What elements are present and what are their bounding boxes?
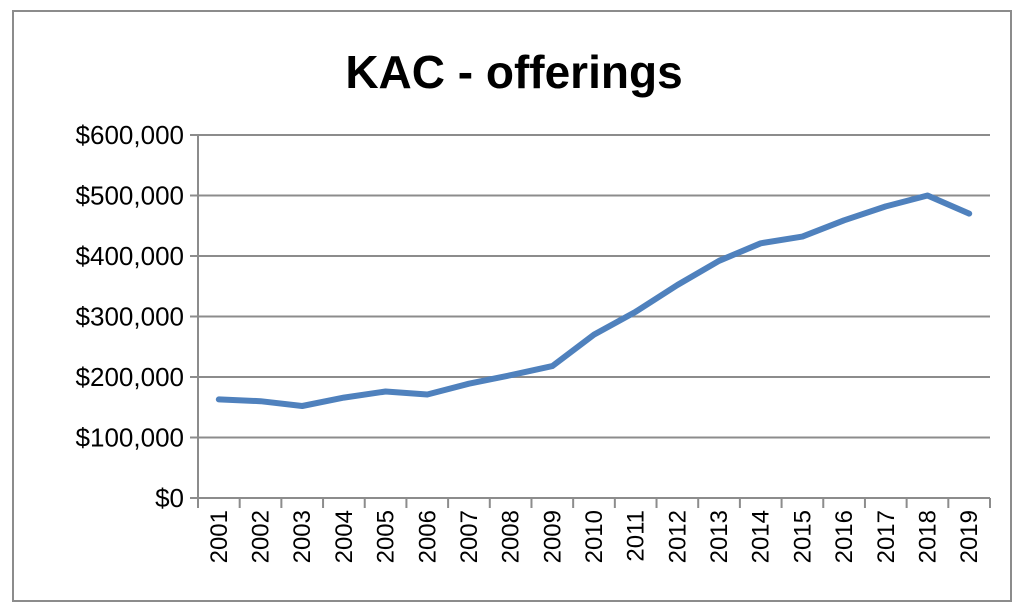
x-tick-labels: 2001 2002 2003 2004 2005 2006 2007 2008 2009 2010… — [206, 510, 983, 563]
x-tick-label: 2017 — [873, 510, 900, 563]
x-tick-label: 2006 — [414, 510, 441, 563]
y-tick-label: $600,000 — [76, 120, 184, 150]
x-tick-label: 2010 — [581, 510, 608, 563]
axes — [190, 134, 991, 508]
x-tick-label: 2013 — [706, 510, 733, 563]
y-tick-label: $100,000 — [76, 423, 184, 453]
series — [215, 192, 973, 409]
x-tick-label: 2018 — [914, 510, 941, 563]
x-tick-label: 2012 — [664, 510, 691, 563]
series-line — [215, 192, 973, 409]
x-tick-label: 2019 — [956, 510, 983, 563]
x-tick-label: 2009 — [539, 510, 566, 563]
y-tick-label: $0 — [155, 483, 184, 513]
gridlines — [198, 134, 990, 499]
x-tick-label: 2014 — [748, 510, 775, 563]
y-tick-label: $200,000 — [76, 362, 184, 392]
y-tick-label: $500,000 — [76, 181, 184, 211]
x-tick-label: 2001 — [206, 510, 233, 563]
x-tick-label: 2004 — [331, 510, 358, 563]
x-tick-label: 2016 — [831, 510, 858, 563]
y-tick-label: $300,000 — [76, 302, 184, 332]
x-tick-label: 2008 — [498, 510, 525, 563]
y-tick-label: $400,000 — [76, 241, 184, 271]
x-tick-label: 2005 — [373, 510, 400, 563]
x-tick-label: 2007 — [456, 510, 483, 563]
x-tick-label: 2003 — [289, 510, 316, 563]
chart-title: KAC - offerings — [345, 46, 682, 98]
x-tick-label: 2015 — [789, 510, 816, 563]
x-tick-label: 2011 — [623, 510, 650, 562]
y-tick-labels: $0 $100,000 $200,000 $300,000 $400,000 $500,0… — [76, 120, 184, 513]
x-tick-label: 2002 — [248, 510, 275, 563]
chart-frame — [12, 10, 1012, 602]
